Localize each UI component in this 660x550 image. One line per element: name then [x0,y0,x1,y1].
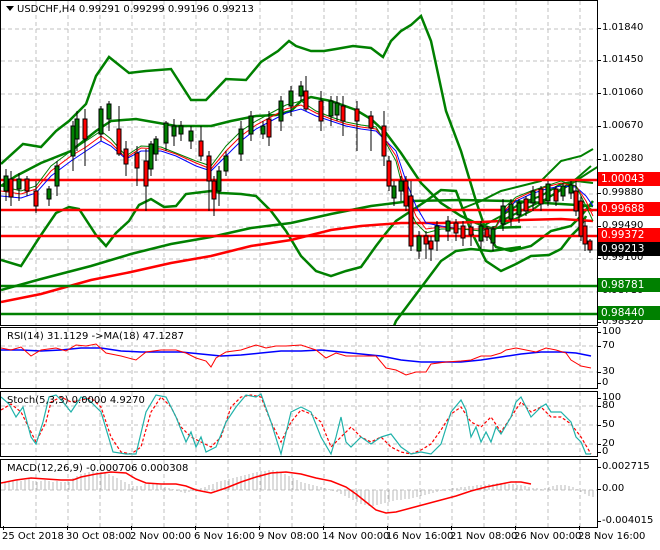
time-label: 6 Nov 16:00 [194,531,256,542]
time-label: 25 Oct 2018 [2,531,64,542]
stoch-tick: 0 [597,446,609,457]
price-tick: 0.99490 [597,220,644,231]
macd-histogram [4,470,594,506]
level-label-support-1: 0.98781 [598,278,660,292]
time-label: 30 Oct 08:00 [66,531,132,542]
stoch-tick: 100 [597,392,622,403]
time-tick [387,526,388,530]
rsi-title: RSI(14) 31.1129 ->MA(18) 47.1287 [7,331,184,342]
rsi-axis: 100 70 30 0 [597,326,660,389]
time-tick [515,526,516,530]
time-tick [579,526,580,530]
price-tick: 1.00280 [597,153,644,164]
macd-tick: 0.002715 [598,461,650,472]
price-tick: 1.01450 [597,54,644,65]
stoch-tick: 80 [598,400,615,411]
rsi-tick: 100 [597,326,622,337]
price-tick: 1.00670 [597,120,644,131]
time-label: 9 Nov 08:00 [258,531,320,542]
macd-panel[interactable]: MACD(12,26,9) -0.000706 0.000308 [0,459,598,528]
stoch-tick: 20 [598,438,615,449]
stoch-axis: 100 80 50 20 0 [597,391,660,457]
time-tick [3,526,4,530]
price-tick: 0.99100 [597,252,644,263]
macd-signal-line [1,471,532,514]
time-label: 21 Nov 08:00 [450,531,518,542]
macd-title: MACD(12,26,9) -0.000706 0.000308 [7,463,189,474]
price-tick: 0.98320 [597,316,644,327]
stoch-tick: 50 [598,419,615,430]
candles [3,76,593,261]
macd-tick: -0.004015 [597,515,654,526]
price-chart-canvas [1,1,597,325]
rsi-tick: 30 [598,366,615,377]
time-tick [323,526,324,530]
chart-title: USDCHF,H4 0.99291 0.99299 0.99196 0.9921… [17,4,254,15]
macd-tick: 0.00 [597,483,625,494]
time-tick [259,526,260,530]
time-tick [195,526,196,530]
level-label-resistance-3: 0.99372 [598,228,660,242]
rsi-tick: 70 [598,340,615,351]
level-label-support-2: 0.98440 [598,306,660,320]
chevron-down-icon[interactable] [6,6,14,11]
time-label: 2 Nov 00:00 [130,531,192,542]
price-chart-panel[interactable]: USDCHF,H4 0.99291 0.99299 0.99196 0.9921… [0,0,598,326]
time-tick [451,526,452,530]
price-axis: 1.01840 1.01450 1.01060 1.00670 1.00280 … [597,0,660,327]
rsi-panel[interactable]: RSI(14) 31.1129 ->MA(18) 47.1287 [0,327,598,389]
rsi-tick: 0 [597,377,609,388]
time-label: 16 Nov 16:00 [386,531,454,542]
level-label-resistance-1: 1.00043 [598,172,660,186]
price-tick: 1.01060 [597,87,644,98]
stoch-canvas [1,392,597,456]
current-price-label: 0.99213 [598,242,660,256]
time-label: 14 Nov 00:00 [322,531,390,542]
stochastic-panel[interactable]: Stoch(5,3,3) 0.0000 4.9270 [0,391,598,457]
macd-axis: 0.002715 0.00 -0.004015 [597,459,660,528]
time-label: 26 Nov 00:00 [514,531,582,542]
time-tick [131,526,132,530]
time-axis: 25 Oct 2018 30 Oct 08:00 2 Nov 00:00 6 N… [0,526,660,550]
time-tick [67,526,68,530]
price-tick: 0.99880 [597,187,644,198]
rsi-canvas [1,328,597,388]
macd-canvas [1,460,597,527]
stoch-title: Stoch(5,3,3) 0.0000 4.9270 [7,395,145,406]
price-tick: 1.01840 [597,22,644,33]
time-label: 28 Nov 16:00 [578,531,646,542]
level-label-resistance-2: 0.99688 [598,202,660,216]
